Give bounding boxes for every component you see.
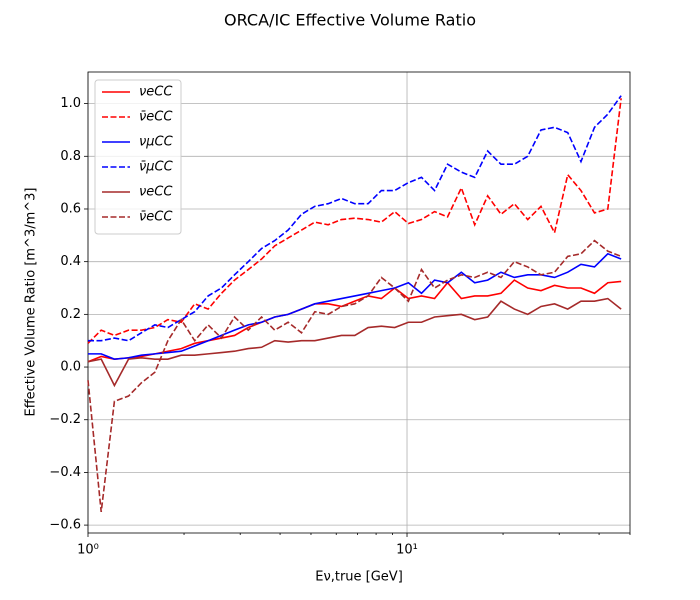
y-tick-label: −0.4 bbox=[49, 465, 81, 480]
legend-label: ν̄eCC bbox=[139, 110, 173, 125]
legend-label: νμCC bbox=[139, 135, 174, 150]
x-axis-label: Eν,true [GeV] bbox=[315, 570, 403, 585]
y-tick-label: −0.2 bbox=[49, 412, 81, 427]
y-tick-label: 0.6 bbox=[60, 201, 81, 216]
legend-label: νeCC bbox=[139, 85, 173, 100]
x-tick-label: 10¹ bbox=[396, 543, 418, 558]
series-line bbox=[88, 95, 622, 342]
chart-title: ORCA/IC Effective Volume Ratio bbox=[224, 11, 476, 30]
legend-box bbox=[94, 79, 182, 235]
y-axis-label: Effective Volume Ratio [m^3/m^3] bbox=[24, 187, 39, 416]
plot-frame bbox=[87, 71, 631, 534]
y-tick-label: 0.2 bbox=[60, 307, 81, 322]
y-tick-label: 0.0 bbox=[60, 360, 81, 375]
series-line bbox=[87, 279, 622, 363]
y-tick-label: 0.4 bbox=[60, 254, 81, 269]
y-tick-label: −0.6 bbox=[49, 518, 81, 533]
x-tick-label: 10⁰ bbox=[77, 543, 99, 558]
legend-label: νeCC bbox=[139, 185, 173, 200]
series-line bbox=[87, 239, 622, 513]
legend-label: ν̄μCC bbox=[139, 160, 174, 175]
series-line bbox=[87, 297, 622, 388]
legend-label: ν̄eCC bbox=[139, 210, 173, 225]
series-line bbox=[88, 252, 622, 360]
y-tick-label: 1.0 bbox=[60, 96, 81, 111]
y-tick-label: 0.8 bbox=[60, 149, 81, 164]
